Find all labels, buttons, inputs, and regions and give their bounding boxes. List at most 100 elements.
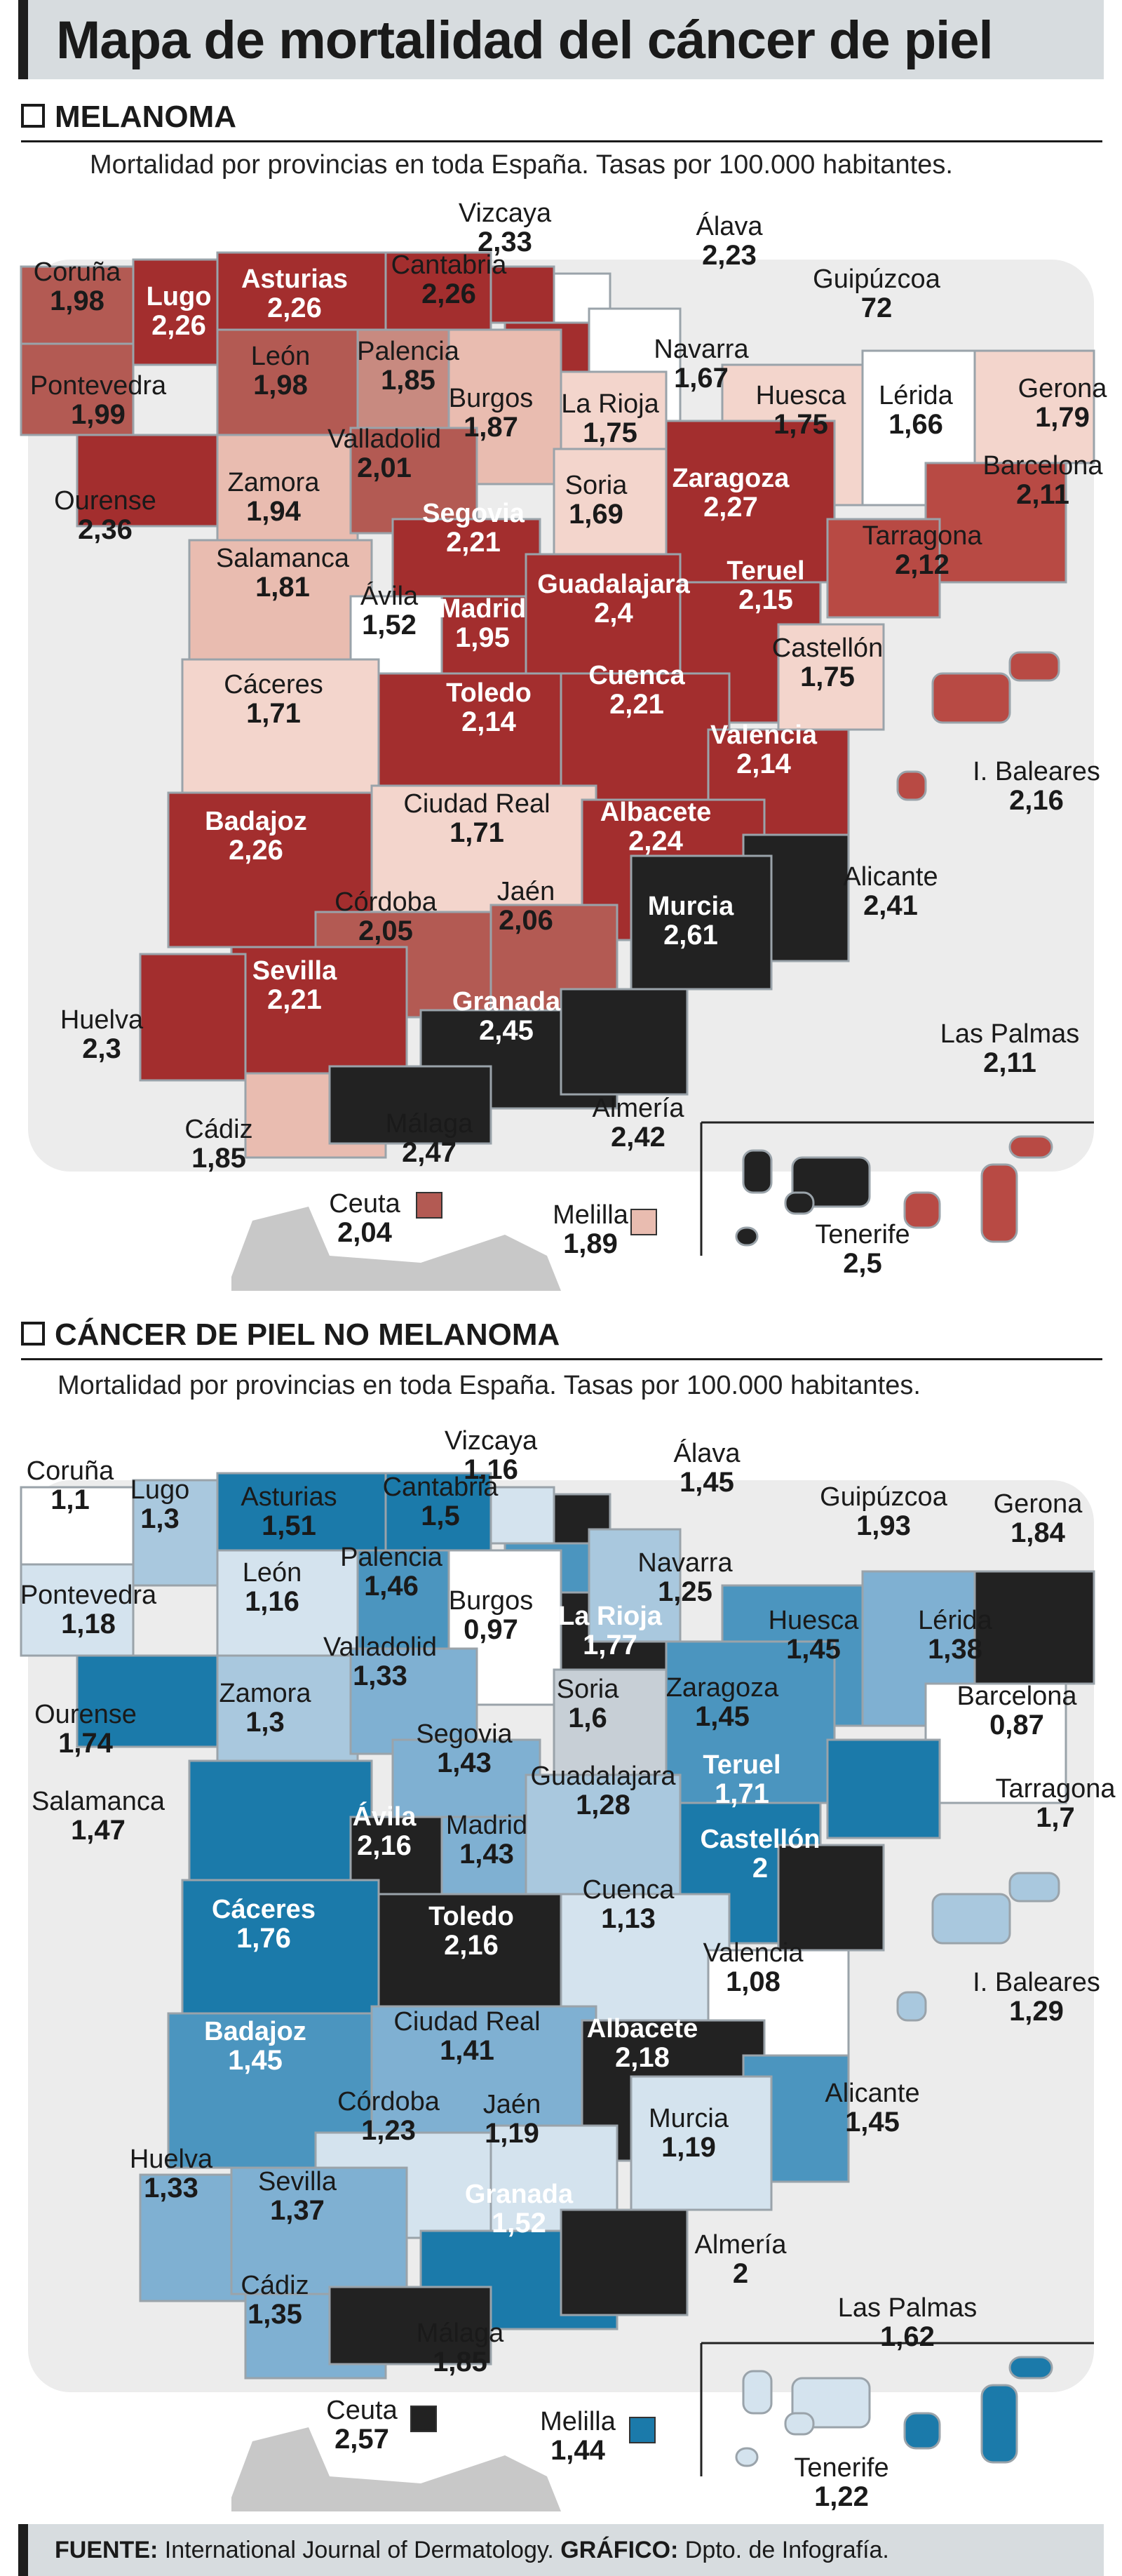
province-salamanca [188,539,373,661]
province-coruna [20,265,135,345]
province-soria [553,1668,675,1776]
label-value-murcia: 1,19 [661,2132,716,2163]
label-value-caceres: 1,71 [246,698,301,729]
label-value-navarra: 1,25 [658,1576,712,1607]
label-value-huesca: 1,45 [786,1634,841,1665]
province-ciudad-real [370,2005,597,2134]
province-ourense [76,434,219,528]
province-caceres [181,658,380,794]
label-name-las-palmas: Las Palmas [838,2293,978,2323]
label-value-alava: 1,45 [680,1467,734,1498]
source-label: FUENTE: [55,2537,158,2563]
label-name-toledo: Toledo [446,678,532,708]
label-name-sevilla: Sevilla [258,2167,337,2196]
page-title: Mapa de mortalidad del cáncer de piel [56,11,994,70]
label-value-asturias: 2,26 [267,293,322,323]
island-tenerife-3 [784,2412,815,2436]
label-value-sevilla: 2,21 [267,984,322,1015]
label-value-las-palmas: 1,62 [880,2321,935,2352]
label-name-melilla: Melilla [540,2407,616,2436]
canary-inset-frame [700,1121,1094,1256]
label-name-albacete: Albacete [587,2014,698,2044]
province-vizcaya [489,1486,555,1545]
label-value-palencia: 1,85 [381,365,435,396]
island-las-palmas-2 [903,2412,941,2450]
label-name-teruel: Teruel [726,556,804,586]
label-name-ciudad-real: Ciudad Real [403,789,550,819]
label-value-guipuzcoa: 1,93 [856,1510,911,1541]
graphic-label: GRÁFICO: [560,2537,679,2563]
label-value-alicante: 2,41 [863,890,918,921]
label-name-toledo: Toledo [428,1902,514,1931]
label-name-gerona: Gerona [1018,374,1108,403]
province-malaga [328,1065,492,1145]
label-name-palencia: Palencia [357,337,460,366]
label-value-burgos: 0,97 [464,1614,518,1645]
label-value-murcia: 2,61 [663,920,718,951]
label-name-ourense: Ourense [34,1700,137,1729]
label-name-tarragona: Tarragona [995,1774,1116,1804]
province-castellon [777,623,885,731]
label-name-lerida: Lérida [879,381,953,410]
province-cuenca [560,672,731,801]
label-value-las-palmas: 2,11 [983,1047,1036,1078]
label-name-ciudad-real: Ciudad Real [393,2007,540,2037]
label-name-huesca: Huesca [769,1606,860,1635]
footer: FUENTE: International Journal of Dermato… [18,2524,1104,2576]
label-value-cordoba: 2,05 [358,915,413,946]
label-name-valladolid: Valladolid [323,1632,437,1662]
label-value-salamanca: 1,47 [71,1815,126,1846]
label-name-leon: León [243,1558,302,1588]
label-value-caceres: 1,76 [236,1923,291,1954]
label-name-albacete: Albacete [600,798,711,827]
subtitle-no-melanoma: Mortalidad por provincias en toda España… [58,1371,921,1400]
label-value-gerona: 1,84 [1011,1517,1066,1548]
province-tarragona [826,1738,941,1839]
province-palencia [356,1549,450,1650]
label-value-sevilla: 1,37 [270,2195,325,2226]
label-value-valencia: 2,14 [736,749,792,779]
label-value-avila: 2,16 [357,1830,412,1861]
label-value-vizcaya: 1,16 [464,1454,518,1485]
label-name-navarra: Navarra [637,1548,733,1578]
label-value-jaen: 1,19 [485,2118,539,2149]
label-name-lugo: Lugo [130,1475,190,1505]
graphic-text: Dpto. de Infografía. [684,2537,889,2563]
label-value-lugo: 2,26 [151,310,206,341]
province-pontevedra [20,342,135,436]
label-name-salamanca: Salamanca [216,544,350,573]
province-zaragoza [665,1640,836,1804]
label-value-avila: 1,52 [362,610,417,640]
label-value-albacete: 2,18 [615,2042,670,2073]
label-name-vizcaya: Vizcaya [459,199,552,228]
province-castellon [777,1844,885,1952]
label-value-cadiz: 1,85 [191,1143,246,1174]
label-name-valencia: Valencia [710,720,818,750]
island-tenerife-0 [742,2370,773,2415]
label-value-burgos: 1,87 [464,412,518,443]
canary-inset-frame [700,2342,1094,2476]
label-name-madrid: Madrid [439,594,527,624]
province-huelva [139,2173,247,2302]
label-name-cadiz: Cádiz [184,1115,252,1144]
province-zamora [216,1654,359,1762]
provinces-group [20,251,1095,1291]
label-value-guadalajara: 2,4 [594,598,633,629]
label-value-la-rioja: 1,75 [583,417,637,448]
label-name-badajoz: Badajoz [205,807,307,836]
label-value-la-rioja: 1,77 [583,1630,637,1661]
label-value-teruel: 1,71 [715,1778,769,1809]
label-value-jaen: 2,06 [499,905,553,936]
label-value-lerida: 1,38 [928,1634,982,1665]
label-name-coruna: Coruña [27,1456,114,1486]
label-value-tarragona: 2,12 [895,549,949,580]
label-value-cantabria: 2,26 [421,279,476,309]
island-las-palmas-1 [980,2384,1018,2464]
section-rule [21,140,1102,142]
label-value-valladolid: 2,01 [357,452,412,483]
label-value-ourense: 2,36 [78,514,133,545]
provinces-group [20,1472,1095,2511]
label-value-asturias: 1,51 [262,1510,316,1541]
